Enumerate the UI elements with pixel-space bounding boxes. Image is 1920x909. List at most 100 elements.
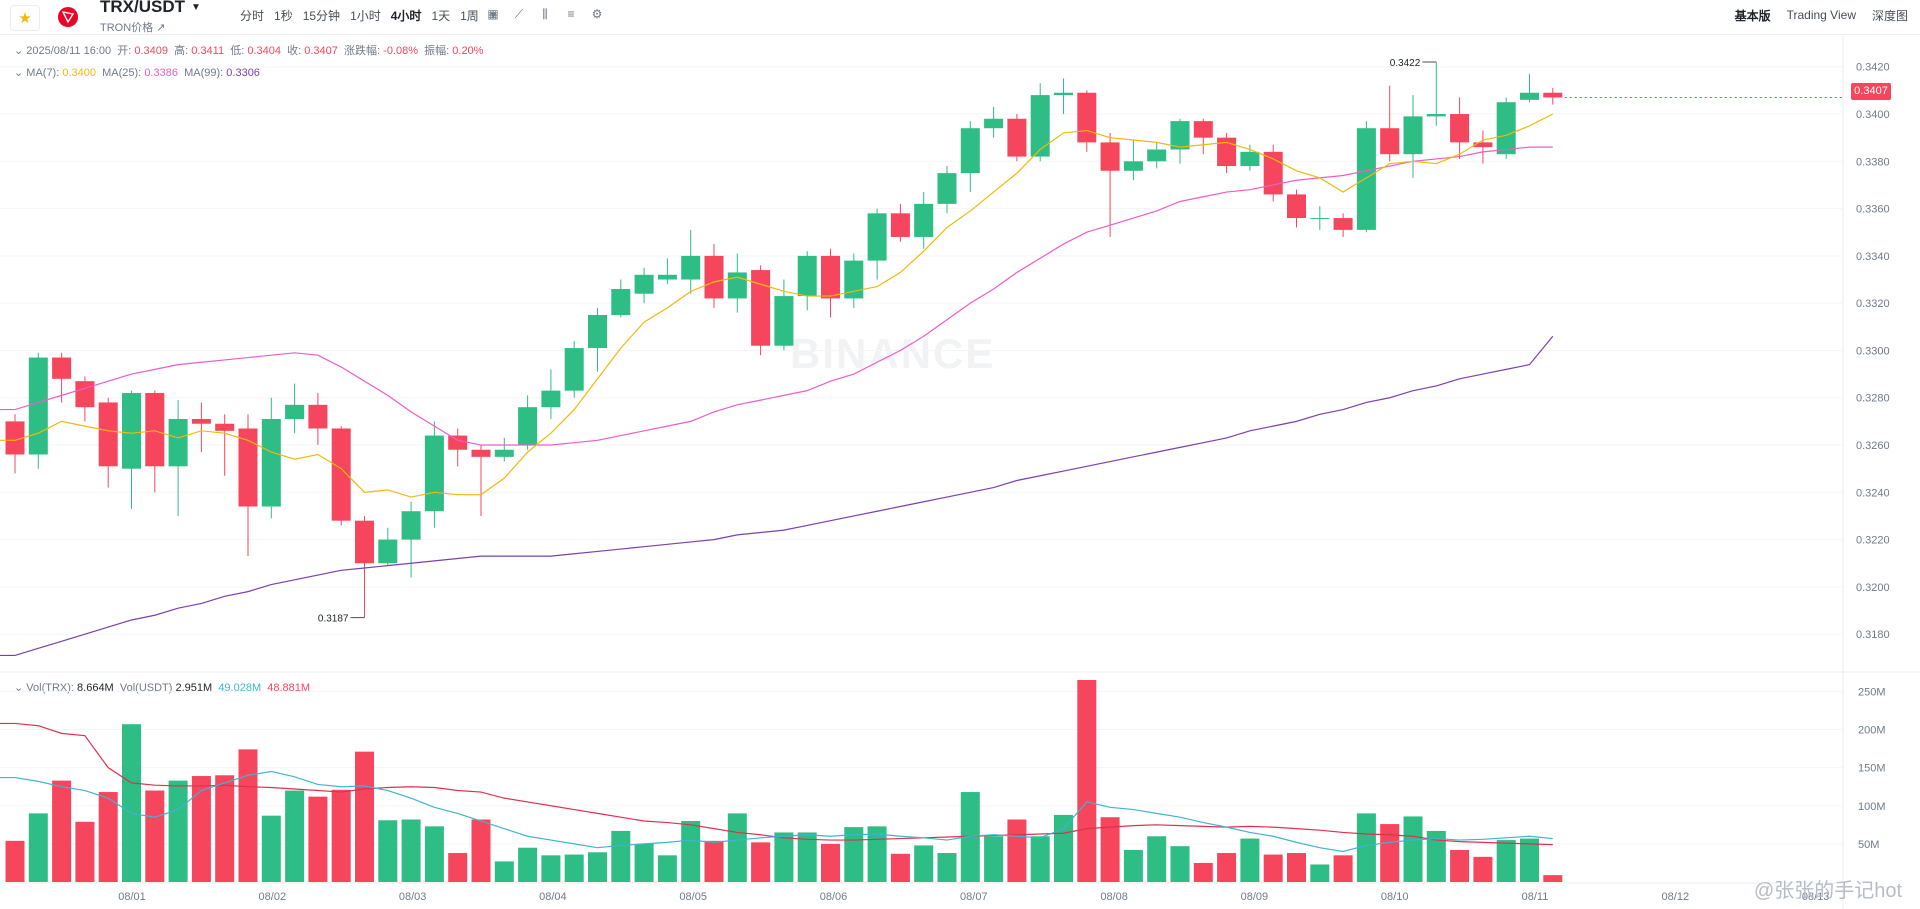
candle-body	[448, 435, 468, 450]
candle-body	[122, 393, 141, 469]
volume-bar	[727, 813, 747, 882]
candle-body	[1170, 121, 1190, 150]
candle-body	[1426, 114, 1446, 117]
dropdown-icon: ▼	[191, 2, 201, 14]
volume-tick-label: 50M	[1858, 839, 1879, 851]
low-marker-label: 0.3187	[318, 614, 349, 625]
view-depth[interactable]: 深度图	[1871, 8, 1908, 23]
interval-tab-4h[interactable]: 4小时	[390, 8, 422, 23]
volume-bar	[1077, 680, 1097, 882]
volume-bar	[518, 847, 538, 882]
volume-bar	[751, 842, 771, 882]
candle-body	[634, 274, 654, 294]
interval-tab-15m[interactable]: 15分钟	[302, 8, 341, 23]
interval-tab-1d[interactable]: 1天	[431, 8, 451, 23]
collapse-icon[interactable]: ⌄	[14, 682, 24, 694]
candle-body	[191, 419, 211, 424]
volume-bar	[494, 861, 514, 882]
candle-body	[52, 357, 72, 379]
price-tick-label: 0.3220	[1856, 535, 1890, 547]
interval-tab-1h[interactable]: 1小时	[350, 8, 381, 23]
candle-body	[145, 393, 165, 467]
axes: 0.3420 0.3400 0.3380 0.3360 0.3340 0.3320 0.33…	[118, 62, 1889, 903]
volume-bar	[28, 813, 48, 882]
candle-body	[1123, 161, 1143, 171]
candle-body	[984, 118, 1004, 129]
change-value: -0.08%	[383, 45, 419, 57]
candle-body	[821, 255, 840, 299]
interval-tab-tick[interactable]: 分时	[240, 8, 265, 23]
volume-tick-label: 200M	[1858, 725, 1886, 737]
candle-body	[1193, 121, 1213, 138]
candle-type-icon[interactable]: ⫼	[542, 7, 548, 21]
candle-body	[261, 419, 281, 507]
ohlc-legend: ⌄ 2025/08/11 16:00 开: 0.3409 高: 0.3411 低…	[14, 42, 483, 58]
candle-body	[471, 449, 491, 457]
volume-bar	[401, 819, 421, 882]
volume-bar	[1473, 856, 1493, 882]
chart-grid	[0, 36, 1920, 909]
more-intervals-icon[interactable]: ▼	[488, 10, 498, 20]
ma99-line	[0, 335, 1554, 657]
candle-body	[168, 419, 188, 467]
volume-bar	[1520, 838, 1539, 882]
settings-icon[interactable]: ⚙	[591, 7, 603, 21]
candle-body	[844, 260, 864, 299]
favorite-star-icon[interactable]: ★	[10, 5, 40, 31]
time-tick-label: 08/01	[118, 891, 146, 903]
volume-bar	[1426, 830, 1446, 882]
candle-body	[751, 270, 771, 346]
volume-tick-label: 100M	[1858, 801, 1886, 813]
volume-bar	[471, 819, 491, 882]
candle-body	[518, 407, 538, 446]
candle-body	[1450, 114, 1470, 143]
volume-bar	[681, 821, 701, 882]
high-label: 高:	[174, 45, 189, 57]
indicator-icon[interactable]: ≡	[567, 7, 575, 21]
interval-tab-1s[interactable]: 1秒	[274, 8, 293, 23]
calendar-icon[interactable]: ▦	[487, 7, 499, 21]
time-tick-label: 08/02	[259, 891, 287, 903]
candle-body	[1217, 137, 1237, 167]
price-markers: 0.3422 0.3187	[318, 58, 1843, 625]
collapse-icon[interactable]: ⌄	[14, 45, 24, 57]
volume-bar	[797, 832, 817, 882]
volume-bar	[1403, 816, 1423, 882]
candle-body	[890, 213, 910, 237]
candle-body	[937, 173, 957, 204]
candle-body	[401, 511, 421, 540]
volume-bar	[1217, 853, 1237, 882]
current-price-tag: 0.3407	[1851, 83, 1891, 100]
candle-body	[564, 348, 584, 391]
volume-bar	[588, 852, 607, 882]
candle-body	[494, 449, 514, 457]
volume-bar	[774, 832, 794, 882]
time-tick-label: 08/12	[1662, 891, 1690, 903]
volume-bar	[378, 820, 398, 882]
price-tick-label: 0.3260	[1856, 440, 1890, 452]
binance-watermark: BINANCE	[790, 330, 996, 377]
volume-bar	[1193, 862, 1213, 882]
volume-bar	[448, 853, 468, 882]
pair-selector[interactable]: TRX/USDT ▼	[100, 0, 201, 17]
draw-tool-icon[interactable]: ⟋	[514, 7, 524, 21]
candle-body	[657, 274, 677, 280]
candle-body	[1356, 128, 1376, 230]
view-basic[interactable]: 基本版	[1734, 8, 1771, 23]
volume-bar	[1263, 854, 1283, 882]
tron-price-link[interactable]: TRON价格 ↗	[100, 22, 166, 34]
view-tradingview[interactable]: Trading View	[1786, 8, 1856, 22]
interval-tab-1w[interactable]: 1周	[460, 8, 479, 23]
change-label: 涨跌幅:	[344, 45, 381, 57]
collapse-icon[interactable]: ⌄	[14, 67, 24, 79]
price-tick-label: 0.3360	[1856, 204, 1890, 216]
time-tick-label: 08/10	[1381, 891, 1409, 903]
interval-tabs: 分时 1秒 15分钟 1小时 4小时 1天 1周 ▼	[235, 0, 503, 30]
time-tick-label: 08/11	[1522, 891, 1549, 903]
candle-body	[611, 288, 631, 315]
candle-body	[681, 255, 701, 280]
candle-body	[704, 255, 724, 299]
ma7-line	[0, 113, 1554, 498]
candle-body	[378, 539, 398, 564]
